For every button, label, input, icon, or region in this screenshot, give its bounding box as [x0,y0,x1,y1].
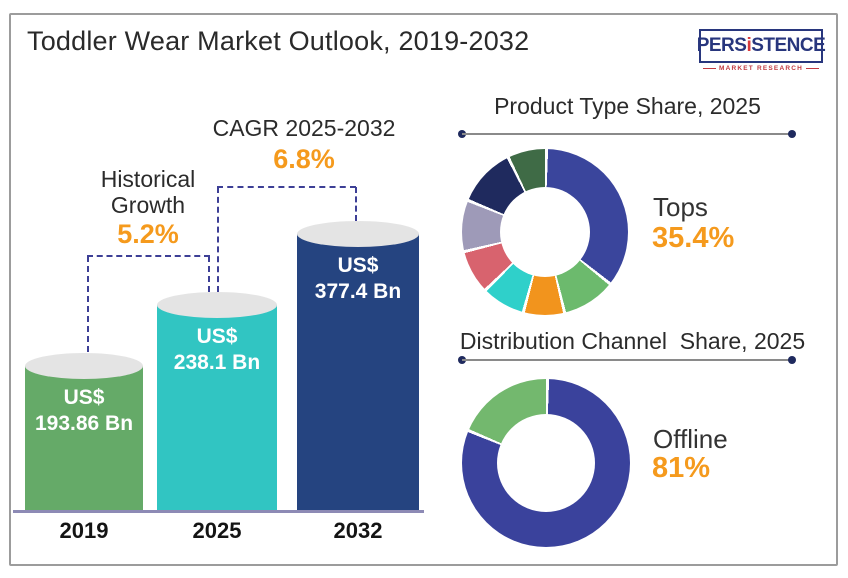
tops-share-value: 35.4% [652,222,735,254]
logo-red-i: i [746,35,752,56]
bar-2019-body [25,366,143,512]
bar-2032-top-ellipse [297,221,419,247]
x-tick-2019: 2019 [59,518,109,543]
x-tick-2025: 2025 [192,518,242,543]
distribution-channel-share-title: Distribution Channel Share, 2025 [459,328,806,354]
line-end-dot [788,356,796,364]
cagr-value: 6.8% [273,144,335,174]
dashed-connector [217,186,356,188]
cagr-label: CAGR 2025-2032 [212,115,396,141]
donut-hole [497,414,595,512]
dashed-connector [217,187,219,292]
product-type-donut-chart [462,149,628,315]
bar-2032-body [297,234,419,512]
bar-2025-body [157,305,277,512]
x-tick-2032: 2032 [333,518,383,543]
brand-logo-subtitle-text: MARKET RESEARCH [718,65,804,72]
bar-2032: US$ 377.4 Bn [297,221,419,512]
dashed-connector [208,256,210,292]
brand-logo-subtitle: MARKET RESEARCH [699,65,823,72]
historical-growth-value: 5.2% [117,219,179,249]
brand-logo: PERSiSTENCE MARKET RESEARCH [696,29,826,72]
offline-share-label: Offline [653,424,728,454]
line-end-dot [788,130,796,138]
bar-2025: US$ 238.1 Bn [157,292,277,512]
brand-logo-box: PERSiSTENCE [696,29,826,63]
historical-growth-label: Historical Growth [100,166,196,218]
bar-2025-top-ellipse [157,292,277,318]
section-divider [458,130,796,138]
bar-2019-value-label: US$ 193.86 Bn [34,386,134,436]
tops-share-label: Tops [653,192,708,222]
donut-hole [500,187,590,277]
bar-2019: US$ 193.86 Bn [25,353,143,512]
distribution-channel-donut-chart [462,379,630,547]
bar-2025-value-label: US$ 238.1 Bn [173,325,261,375]
divider-line [462,359,792,361]
dashed-connector [355,187,357,221]
bar-2019-top-ellipse [25,353,143,379]
logo-rule-left [702,68,716,69]
brand-logo-wordmark: PERSiSTENCE [696,35,826,56]
outer-frame [9,13,838,566]
dashed-connector [87,256,89,352]
product-type-share-title: Product Type Share, 2025 [494,93,761,119]
bar-2032-value-label: US$ 377.4 Bn [314,254,402,304]
page-title: Toddler Wear Market Outlook, 2019-2032 [27,26,530,56]
x-axis-line [13,510,424,513]
section-divider [458,356,796,364]
divider-line [462,133,792,135]
logo-rule-right [806,68,820,69]
offline-share-value: 81% [652,452,711,484]
dashed-connector [87,255,210,257]
